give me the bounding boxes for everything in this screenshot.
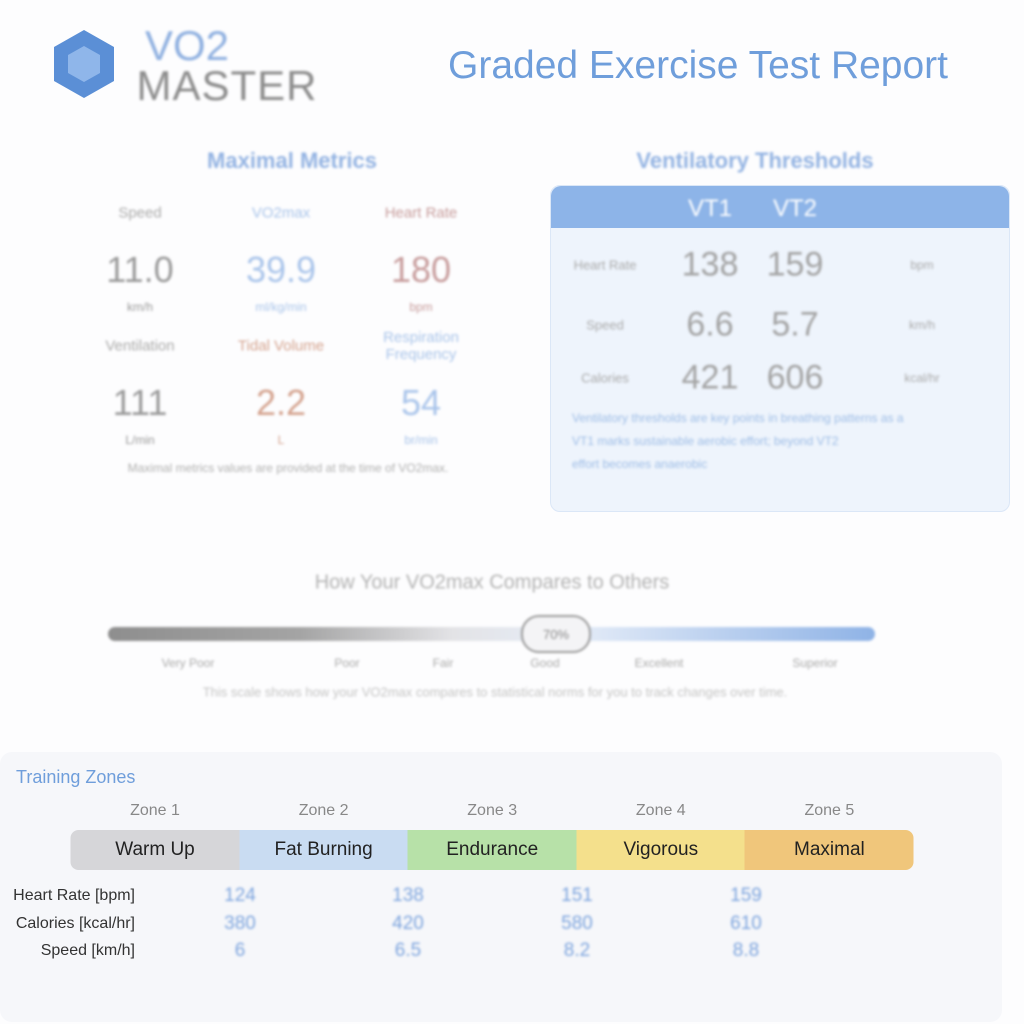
- metric-unit: L: [277, 433, 285, 447]
- zone-segment: Maximal: [744, 830, 914, 870]
- metric-unit: bpm: [409, 300, 433, 314]
- row-label: Calories [kcal/hr]: [15, 914, 135, 932]
- row-unit: bpm: [910, 258, 934, 272]
- zone-value: 420: [392, 912, 424, 934]
- zone-label: Zone 4: [635, 802, 686, 819]
- scale-label: Good: [530, 656, 560, 670]
- metric-unit: km/h: [126, 300, 154, 314]
- metric-label: Respiration Frequency: [383, 329, 459, 363]
- comparison-scale: [108, 627, 875, 641]
- metric-value: 111: [112, 382, 168, 423]
- metric-label: Heart Rate: [384, 204, 458, 222]
- logo-text: MASTER: [136, 62, 318, 109]
- row-label: Speed: [586, 317, 624, 333]
- threshold-value: 5.7: [771, 305, 819, 344]
- report-title: Graded Exercise Test Report: [447, 44, 949, 87]
- metric-value: 11.0: [106, 249, 174, 290]
- zone-segment: Warm Up: [70, 830, 240, 870]
- metric-label: Ventilation: [105, 337, 175, 355]
- metric-unit: L/min: [125, 433, 155, 447]
- scale-label: Poor: [334, 656, 360, 670]
- zone-label: Zone 5: [804, 802, 855, 819]
- zone-value: 8.2: [563, 940, 591, 961]
- threshold-value: 6.6: [686, 305, 734, 344]
- zone-segment: Endurance: [407, 830, 577, 870]
- zone-value: 6.5: [394, 940, 422, 961]
- zone-segment: Fat Burning: [239, 830, 409, 870]
- zones-panel: [0, 752, 1002, 1022]
- row-label: Calories: [581, 370, 629, 386]
- zone-label: Zone 1: [130, 802, 180, 819]
- scale-label: Excellent: [634, 656, 684, 670]
- note: Ventilatory thresholds are key points in…: [572, 411, 904, 425]
- threshold-card: [550, 185, 1010, 512]
- row-label: Heart Rate [bpm]: [13, 887, 135, 904]
- metric-value: 2.2: [255, 382, 307, 423]
- zone-value: 610: [730, 912, 762, 934]
- zone-value: 6: [234, 940, 246, 961]
- threshold-header: [551, 186, 1009, 228]
- threshold-value: 606: [766, 358, 824, 397]
- threshold-value: 138: [681, 245, 739, 284]
- column-header: VT2: [772, 195, 818, 222]
- scale-label: Very Poor: [161, 656, 215, 670]
- zone-value: 151: [561, 885, 593, 906]
- metric-label: VO2max: [251, 204, 311, 222]
- metric-unit: br/min: [404, 433, 438, 447]
- metric-unit: ml/kg/min: [255, 300, 307, 314]
- metric-value: 54: [400, 382, 442, 423]
- column-header: VT1: [687, 195, 733, 222]
- logo-icon: [54, 30, 114, 98]
- section-title: Maximal Metrics: [207, 148, 377, 173]
- threshold-value: 159: [766, 245, 824, 284]
- note: VT1 marks sustainable aerobic effort; be…: [572, 434, 839, 448]
- zone-value: 8.8: [732, 940, 760, 961]
- logo-text: VO2: [144, 22, 230, 69]
- metric-value: 180: [390, 249, 452, 290]
- zone-value: 580: [561, 912, 593, 934]
- zone-value: 159: [730, 885, 762, 906]
- row-unit: kcal/hr: [904, 371, 940, 385]
- section-title: Ventilatory Thresholds: [636, 148, 874, 173]
- row-label: Speed [km/h]: [40, 942, 135, 959]
- zone-value: 380: [224, 912, 256, 934]
- metric-value: 39.9: [245, 249, 317, 290]
- row-label: Heart Rate: [573, 257, 637, 273]
- zone-label: Zone 3: [467, 802, 518, 819]
- row-unit: km/h: [908, 318, 936, 332]
- note: This scale shows how your VO2max compare…: [202, 684, 788, 700]
- zone-segment: Vigorous: [576, 830, 746, 870]
- metric-label: Speed: [118, 204, 162, 222]
- zone-value: 124: [224, 885, 256, 906]
- section-title: How Your VO2max Compares to Others: [314, 571, 670, 594]
- section-title: Training Zones: [16, 767, 136, 787]
- threshold-value: 421: [681, 358, 739, 397]
- scale-label: Fair: [432, 656, 454, 670]
- note: Maximal metrics values are provided at t…: [127, 461, 449, 475]
- zone-label: Zone 2: [298, 802, 349, 819]
- metric-label: Tidal Volume: [237, 337, 325, 355]
- scale-label: Superior: [792, 656, 838, 670]
- zone-value: 138: [392, 885, 424, 906]
- note: effort becomes anaerobic: [572, 457, 708, 471]
- percentile-marker: 70%: [521, 615, 591, 653]
